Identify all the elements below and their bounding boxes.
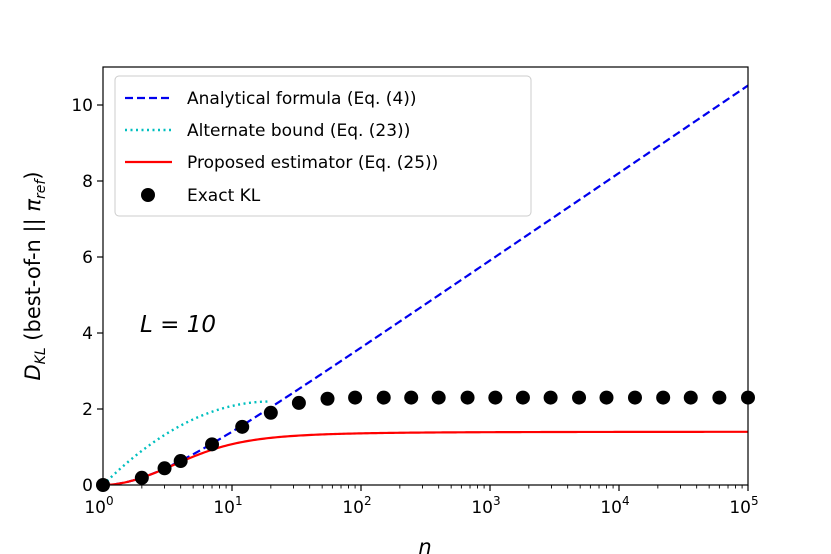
x-tick-label: 100 [84,494,113,518]
data-point [263,405,278,420]
series-line-solid [103,430,748,485]
data-point [376,390,391,405]
legend-entry-alternate: Alternate bound (Eq. (23)) [125,121,410,141]
data-point [515,390,530,405]
legend-entry-proposed: Proposed estimator (Eq. (25)) [125,153,438,173]
x-axis-label: n [418,535,431,554]
legend-label: Analytical formula (Eq. (4)) [187,89,417,109]
data-point [134,470,149,485]
y-axis-label: DKL (best-of-n || πref) [21,171,49,380]
series-line-dashed [103,84,748,485]
y-tick-label: 6 [82,248,93,268]
plot-frame [102,66,749,486]
legend-swatch-marker [141,188,155,202]
data-point [572,390,587,405]
data-point [460,390,475,405]
y-tick-label: 8 [82,172,93,192]
x-tick-label: 101 [213,494,242,518]
annotation: L = 10 [140,312,216,338]
legend-box [114,75,532,217]
series-line-dotted [103,400,271,485]
data-point [599,390,614,405]
y-tick-label: 10 [71,96,93,116]
data-point [173,454,188,469]
data-point [157,461,172,476]
data-point [683,390,698,405]
data-point [627,390,642,405]
y-tick-label: 0 [82,476,93,496]
x-tick-label: 103 [471,494,500,518]
data-point [348,390,363,405]
x-tick-label: 105 [729,494,758,518]
y-tick-label: 2 [82,400,93,420]
y-tick-label: 4 [82,324,93,344]
data-point [320,391,335,406]
data-point [712,390,727,405]
data-point [488,390,503,405]
legend-label: Exact KL [187,186,261,206]
legend: Analytical formula (Eq. (4)) Alternate b… [114,75,532,217]
data-point [291,395,306,410]
legend-label: Alternate bound (Eq. (23)) [187,121,410,141]
data-point [656,390,671,405]
legend-entry-analytical: Analytical formula (Eq. (4)) [125,89,417,109]
legend-label: Proposed estimator (Eq. (25)) [187,153,438,173]
x-tick-label: 104 [600,494,629,518]
data-point [404,390,419,405]
x-tick-label: 102 [342,494,371,518]
legend-entry-exact: Exact KL [141,186,261,206]
data-point [235,419,250,434]
data-point [543,390,558,405]
data-point [431,390,446,405]
data-point [205,437,220,452]
